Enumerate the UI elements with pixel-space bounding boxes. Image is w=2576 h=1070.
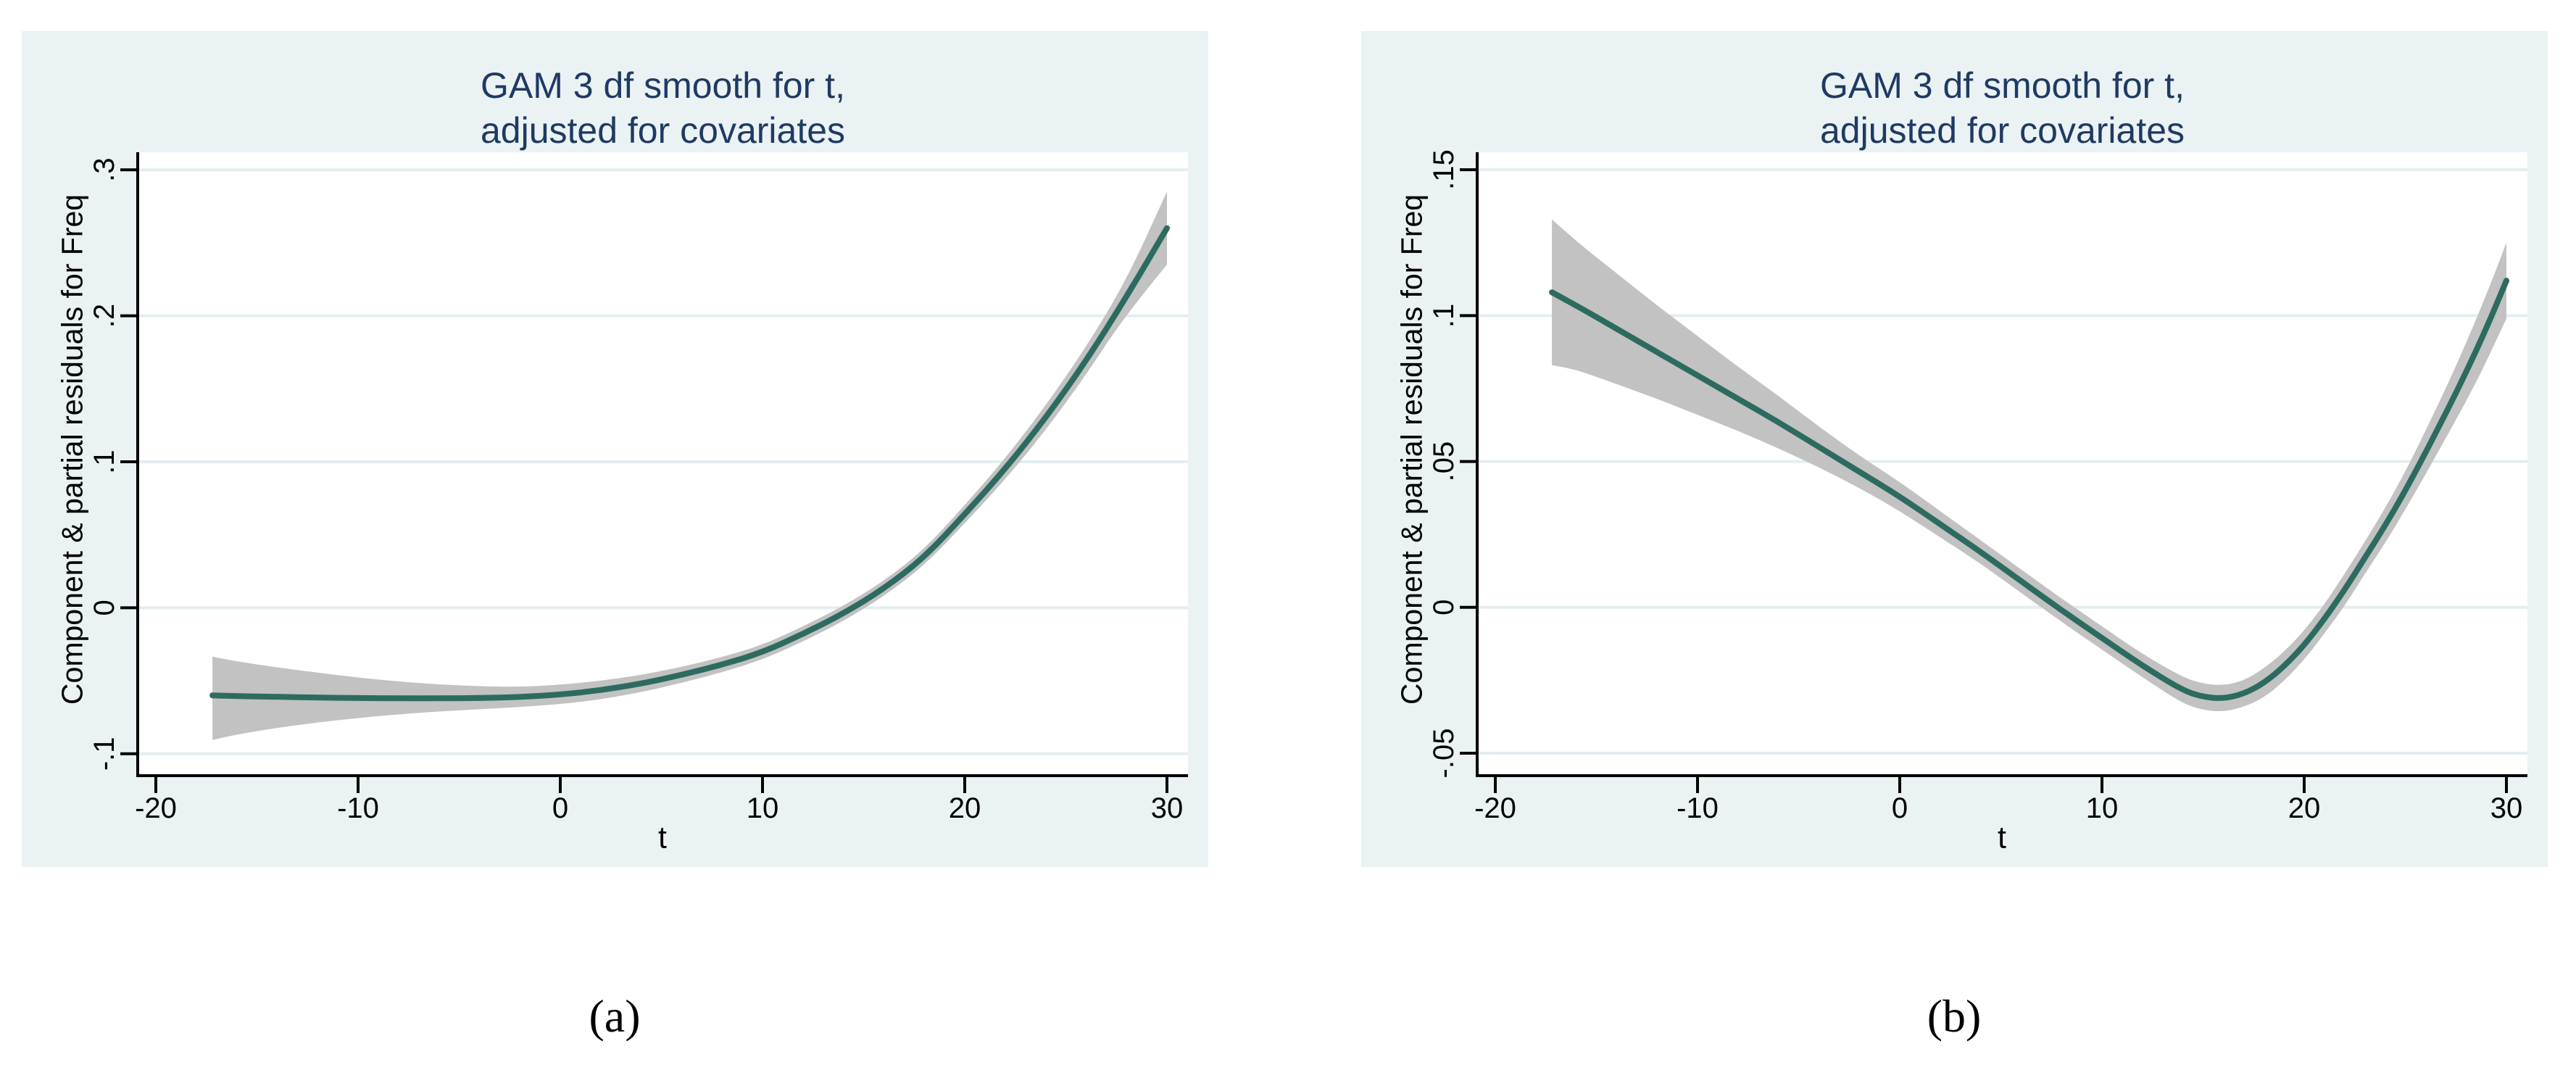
y-tick-label: .15 — [1428, 149, 1460, 190]
chart-canvas-b: .15 .1 .05 0 -.05 -20 -10 0 10 20 30 — [1428, 149, 2527, 824]
chart-title-a: GAM 3 df smooth for t, adjusted for cova… — [138, 63, 1188, 153]
x-tick-label: 30 — [2490, 792, 2523, 824]
y-tick-label: .3 — [88, 158, 120, 182]
y-tick-label: 0 — [1428, 600, 1460, 615]
x-axis-title-b: t — [1998, 820, 2006, 855]
y-tick-label: -.1 — [88, 737, 120, 771]
x-tick-label: 20 — [949, 792, 981, 824]
chart-title-line1: GAM 3 df smooth for t, — [1820, 65, 2185, 106]
y-tick-label: .05 — [1428, 441, 1460, 482]
chart-canvas-a: .3 .2 .1 0 -.1 -20 -10 0 10 20 30 — [88, 152, 1188, 824]
subfigure-label-b: (b) — [1927, 990, 1982, 1042]
x-tick-label: 10 — [2086, 792, 2119, 824]
plot-area — [1477, 152, 2527, 776]
chart-title-b: GAM 3 df smooth for t, adjusted for cova… — [1477, 63, 2527, 153]
x-tick-label: 0 — [1892, 792, 1908, 824]
x-tick-label: 20 — [2288, 792, 2321, 824]
smooth-line — [209, 225, 1170, 702]
y-tick-label: .2 — [88, 304, 120, 328]
smooth-line — [1549, 278, 2509, 701]
chart-panel-b: GAM 3 df smooth for t, adjusted for cova… — [1361, 31, 2548, 867]
x-tick-label: 30 — [1151, 792, 1184, 824]
x-tick-label: 0 — [552, 792, 568, 824]
y-tick-label: 0 — [88, 600, 120, 615]
x-tick-label: -10 — [337, 792, 379, 824]
y-tick-label: .1 — [1428, 304, 1460, 328]
confidence-band — [212, 191, 1168, 740]
chart-title-line2: adjusted for covariates — [1819, 110, 2185, 151]
y-tick-label: -.05 — [1428, 729, 1460, 779]
x-axis-title-a: t — [658, 820, 667, 855]
chart-panel-a: GAM 3 df smooth for t, adjusted for cova… — [22, 31, 1208, 867]
chart-title-line1: GAM 3 df smooth for t, — [481, 65, 845, 106]
x-tick-label: -10 — [1677, 792, 1719, 824]
subfigure-label-a: (a) — [589, 990, 641, 1042]
chart-title-line2: adjusted for covariates — [480, 110, 846, 151]
x-tick-label: -20 — [1474, 792, 1516, 824]
y-tick-label: .1 — [88, 449, 120, 473]
x-tick-label: -20 — [135, 792, 177, 824]
x-tick-label: 10 — [747, 792, 779, 824]
